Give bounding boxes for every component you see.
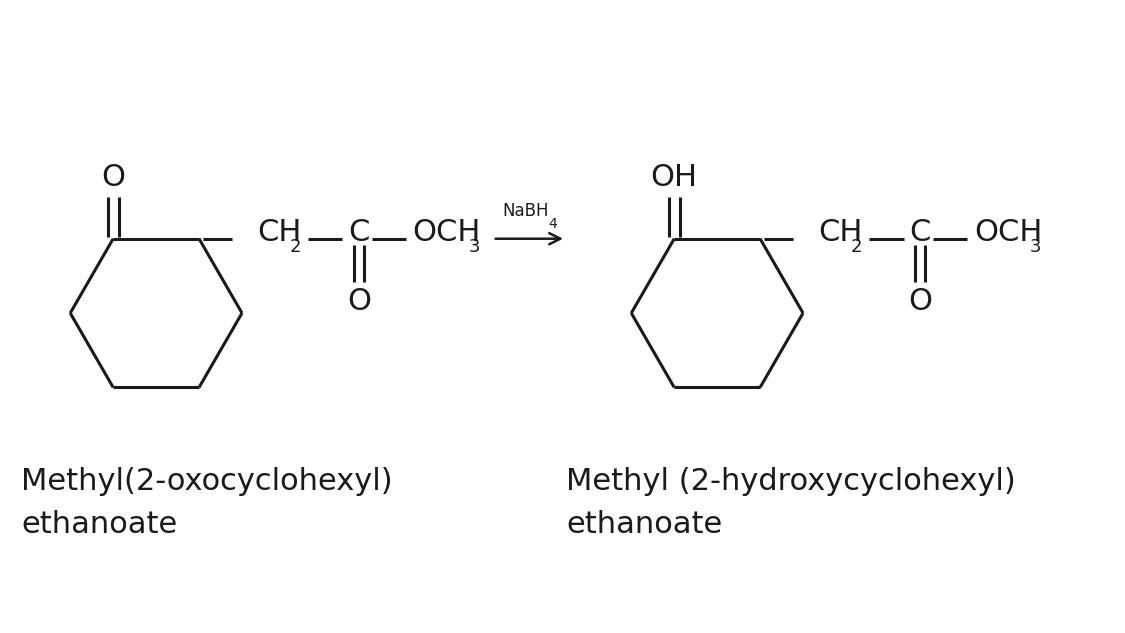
Text: 3: 3	[1029, 237, 1041, 256]
Text: 4: 4	[548, 217, 557, 231]
Text: C: C	[349, 218, 370, 248]
Text: CH: CH	[819, 218, 863, 248]
Text: O: O	[348, 287, 371, 316]
Text: O: O	[908, 287, 933, 316]
Text: Methyl(2-oxocyclohexyl)
ethanoate: Methyl(2-oxocyclohexyl) ethanoate	[21, 467, 393, 539]
Text: C: C	[909, 218, 930, 248]
Text: OCH: OCH	[974, 218, 1042, 248]
Text: OH: OH	[650, 163, 698, 192]
Text: 2: 2	[850, 237, 863, 256]
Text: Methyl (2-hydroxycyclohexyl)
ethanoate: Methyl (2-hydroxycyclohexyl) ethanoate	[566, 467, 1016, 539]
Text: CH: CH	[258, 218, 302, 248]
Text: OCH: OCH	[413, 218, 482, 248]
Text: O: O	[101, 163, 125, 192]
Text: 2: 2	[290, 237, 302, 256]
Text: NaBH: NaBH	[502, 203, 549, 220]
Text: 3: 3	[468, 237, 480, 256]
